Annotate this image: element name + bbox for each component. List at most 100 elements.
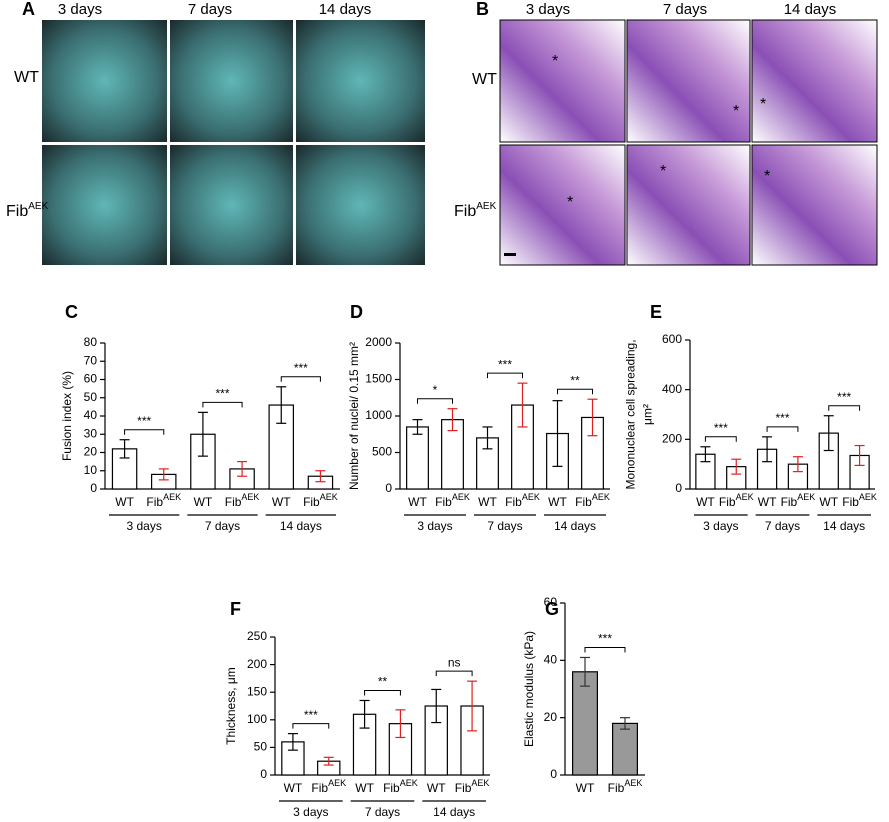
group-label: 3 days — [703, 519, 738, 533]
group-label: 7 days — [765, 519, 800, 533]
y-axis-label: Mononuclear cell spreading, — [624, 339, 638, 489]
x-tick-label-base: Fib — [435, 495, 452, 509]
error-bar — [731, 458, 742, 475]
asterisk: * — [760, 96, 766, 113]
x-tick-label-sup: AEK — [471, 778, 489, 788]
significance-label: ** — [378, 675, 388, 689]
panel-label: E — [650, 302, 662, 322]
x-tick-label-base: WT — [696, 495, 715, 509]
column-header: 7 days — [188, 1, 232, 18]
x-tick-label-base: Fib — [719, 495, 736, 509]
y-tick-label: 600 — [662, 332, 682, 346]
significance-label: *** — [598, 632, 612, 646]
y-tick-label: 0 — [385, 481, 392, 495]
column-header: 14 days — [319, 1, 372, 18]
bracket — [766, 426, 799, 432]
x-tick-label: FibAEK — [146, 492, 181, 509]
group-label: 3 days — [293, 805, 328, 819]
asterisk: * — [660, 163, 666, 180]
y-tick-label: 0 — [675, 481, 682, 495]
y-axis-label: Number of nuclei/ 0.15 mm² — [347, 342, 361, 490]
x-tick-label-base: WT — [478, 495, 497, 509]
error-bar — [620, 717, 630, 730]
error-bar — [412, 419, 423, 435]
x-tick-label-base: Fib — [505, 495, 522, 509]
column-header: 3 days — [58, 1, 102, 18]
error-bar — [197, 411, 208, 457]
panel-b-images — [499, 19, 878, 266]
row-label-base: Fib — [6, 203, 28, 220]
micrograph — [296, 20, 425, 142]
x-tick-label-sup: AEK — [797, 492, 815, 502]
error-bar — [119, 439, 130, 459]
panel-label: D — [350, 302, 363, 322]
group-label: 7 days — [487, 519, 522, 533]
group-label: 14 days — [554, 519, 596, 533]
row-label-sup: AEK — [28, 201, 48, 212]
x-tick-label: FibAEK — [311, 778, 346, 795]
x-tick-label: WT — [576, 781, 595, 795]
bracket — [292, 723, 330, 729]
x-tick-label-base: WT — [548, 495, 567, 509]
bracket — [364, 689, 401, 696]
micrograph — [296, 145, 425, 265]
panel-label: B — [476, 0, 489, 19]
x-tick-label: FibAEK — [575, 492, 610, 509]
x-tick-label-base: WT — [115, 495, 134, 509]
x-tick-label: FibAEK — [781, 492, 816, 509]
row-label: WT — [14, 69, 39, 86]
y-tick-label: 250 — [247, 629, 267, 643]
x-tick-label-base: WT — [284, 781, 303, 795]
y-tick-label: 70 — [84, 353, 98, 367]
error-bar — [447, 408, 458, 432]
error-bar — [315, 470, 326, 483]
y-tick-label: 200 — [247, 657, 267, 671]
x-tick-label-base: WT — [819, 495, 838, 509]
column-header: 3 days — [526, 1, 570, 18]
row-label: FibAEK — [454, 201, 497, 221]
error-bar — [762, 436, 773, 463]
panel-label: G — [545, 599, 559, 619]
asterisk: * — [567, 194, 573, 211]
x-tick-label-base: WT — [408, 495, 427, 509]
bracket — [584, 646, 626, 653]
x-tick-label-base: WT — [272, 495, 291, 509]
x-tick-label-sup: AEK — [522, 492, 540, 502]
significance-label: *** — [215, 387, 229, 401]
x-tick-label-sup: AEK — [328, 778, 346, 788]
column-header: 14 days — [784, 1, 837, 18]
significance-bracket — [435, 670, 473, 677]
bracket — [202, 401, 243, 408]
y-tick-label: 0 — [550, 767, 557, 781]
x-tick-label-base: Fib — [781, 495, 798, 509]
significance-bracket — [124, 429, 165, 435]
panel-label: A — [22, 0, 35, 19]
significance-bracket — [704, 436, 737, 442]
histology — [626, 144, 751, 266]
histology — [499, 144, 626, 266]
significance-bracket — [487, 372, 523, 379]
bar — [571, 671, 598, 776]
y-tick-label: 20 — [84, 445, 98, 459]
significance-label: ns — [448, 655, 461, 669]
y-tick-label: 100 — [247, 712, 267, 726]
bar — [611, 722, 638, 776]
x-tick-label-base: Fib — [311, 781, 328, 795]
x-tick-label-base: Fib — [608, 781, 625, 795]
x-tick-label: WT — [478, 495, 497, 509]
x-tick-label-base: WT — [758, 495, 777, 509]
x-tick-label-base: Fib — [146, 495, 163, 509]
x-tick-label-sup: AEK — [736, 492, 754, 502]
x-tick-label: WT — [355, 781, 374, 795]
panel-a-images — [42, 20, 425, 265]
panel-label: C — [65, 302, 78, 322]
error-bar — [552, 400, 563, 467]
bracket — [557, 388, 593, 395]
group-label: 7 days — [205, 519, 240, 533]
x-tick-label-sup: AEK — [241, 492, 259, 502]
y-tick-label: 2000 — [365, 335, 392, 349]
x-tick-label-base: WT — [576, 781, 595, 795]
histology — [751, 19, 878, 143]
significance-label: *** — [294, 361, 308, 375]
x-tick-label-sup: AEK — [592, 492, 610, 502]
